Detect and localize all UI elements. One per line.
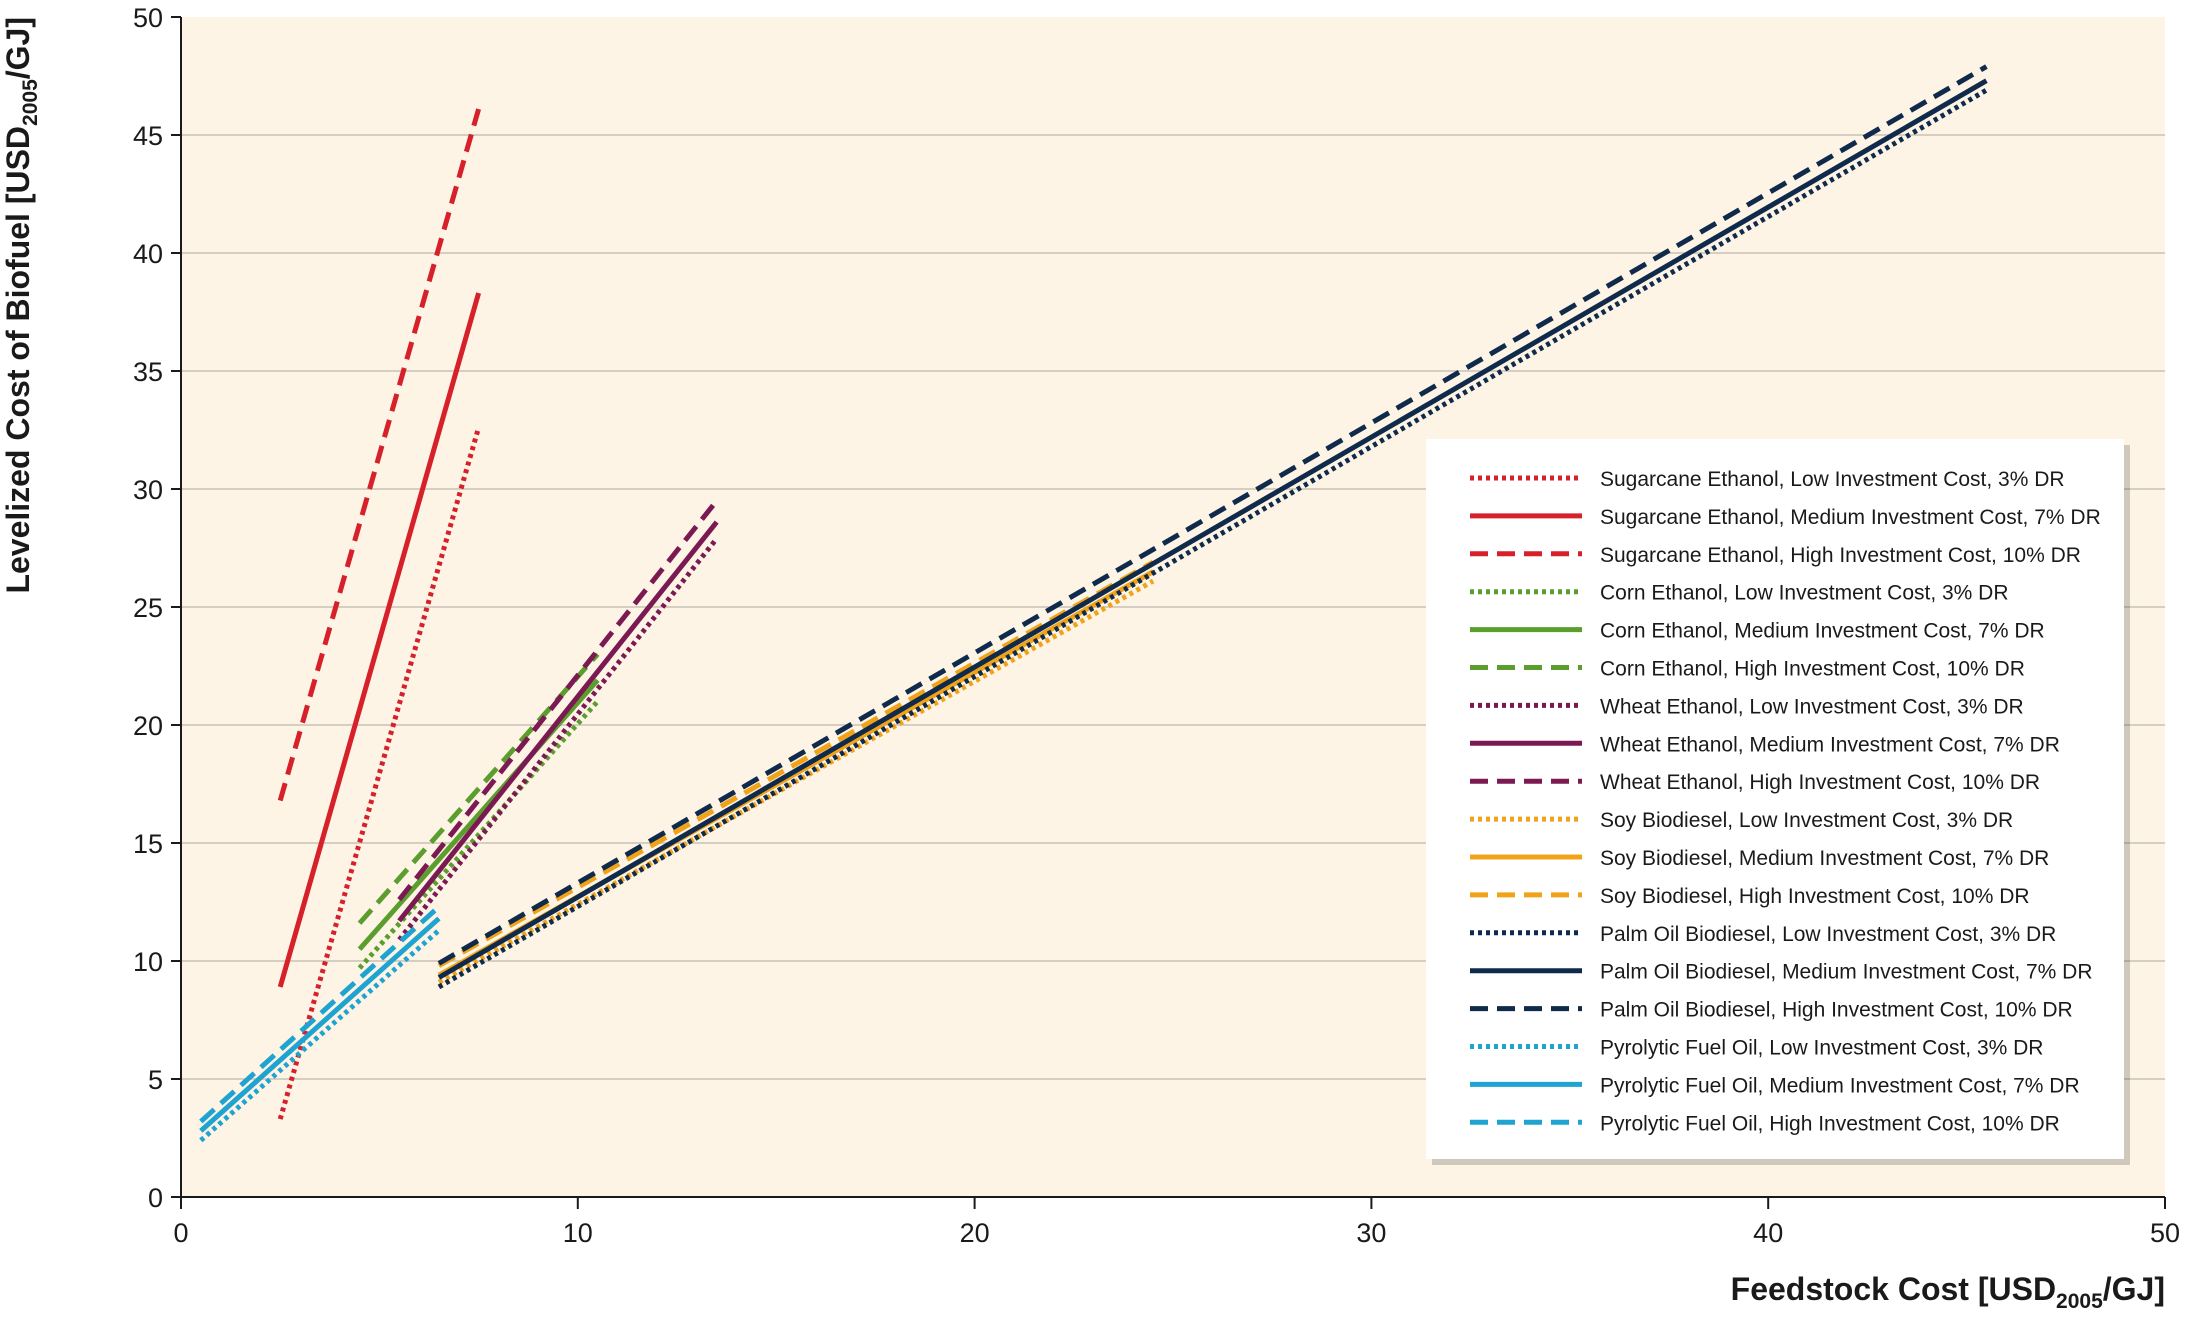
y-tick-label: 40 [133, 239, 163, 269]
legend-label: Soy Biodiesel, High Investment Cost, 10%… [1600, 885, 2030, 908]
x-axis-title-tail: /GJ] [2103, 1271, 2165, 1307]
series-line [199, 916, 441, 1133]
series-line [357, 699, 600, 970]
series-line [437, 559, 1155, 968]
legend-label: Palm Oil Biodiesel, Medium Investment Co… [1600, 961, 2093, 984]
legend-label: Palm Oil Biodiesel, High Investment Cost… [1600, 999, 2073, 1022]
legend-label: Sugarcane Ethanol, Low Investment Cost, … [1600, 468, 2065, 491]
y-axis-title: Levelized Cost of Biofuel [USD2005/GJ] [0, 17, 42, 594]
y-tick-label: 5 [148, 1065, 163, 1095]
series-line [199, 928, 441, 1143]
y-tick-label: 45 [133, 121, 163, 151]
grid-lines [181, 134, 2165, 1080]
legend-label: Palm Oil Biodiesel, Low Investment Cost,… [1600, 923, 2056, 946]
y-axis-title-main: Levelized Cost of Biofuel [USD [0, 126, 36, 594]
x-tick-label: 10 [563, 1218, 593, 1248]
x-axis-title: Feedstock Cost [USD2005/GJ] [1731, 1271, 2165, 1313]
y-tick-label: 50 [133, 3, 163, 33]
legend: Sugarcane Ethanol, Low Investment Cost, … [1426, 439, 2130, 1165]
series-line [277, 108, 482, 802]
series-line [397, 499, 719, 902]
legend-label: Corn Ethanol, Medium Investment Cost, 7%… [1600, 620, 2045, 643]
legend-label: Wheat Ethanol, High Investment Cost, 10%… [1600, 771, 2040, 794]
y-tick-label: 20 [133, 711, 163, 741]
y-tick-label: 0 [148, 1183, 163, 1213]
legend-label: Pyrolytic Fuel Oil, Low Investment Cost,… [1600, 1037, 2043, 1060]
legend-label: Pyrolytic Fuel Oil, High Investment Cost… [1600, 1112, 2060, 1135]
legend-label: Corn Ethanol, Low Investment Cost, 3% DR [1600, 582, 2009, 605]
legend-label: Corn Ethanol, High Investment Cost, 10% … [1600, 658, 2025, 681]
legend-label: Pyrolytic Fuel Oil, Medium Investment Co… [1600, 1074, 2080, 1097]
y-tick-label: 10 [133, 947, 163, 977]
legend-label: Soy Biodiesel, Low Investment Cost, 3% D… [1600, 809, 2013, 832]
series-line [437, 78, 1988, 980]
x-axis-title-subscript: 2005 [2056, 1290, 2103, 1313]
series-line [437, 87, 1988, 990]
x-tick-label: 40 [1753, 1218, 1783, 1248]
legend-label: Sugarcane Ethanol, Medium Investment Cos… [1600, 506, 2101, 529]
x-tick-label: 20 [960, 1218, 990, 1248]
y-tick-label: 30 [133, 475, 163, 505]
y-tick-label: 25 [133, 593, 163, 623]
legend-label: Soy Biodiesel, Medium Investment Cost, 7… [1600, 847, 2049, 870]
series-line [397, 537, 719, 942]
y-axis-title-subscript: 2005 [19, 79, 42, 126]
x-tick-label: 30 [1356, 1218, 1386, 1248]
y-axis-title-tail: /GJ] [0, 17, 36, 79]
series-line [397, 520, 719, 923]
legend-label: Sugarcane Ethanol, High Investment Cost,… [1600, 544, 2081, 567]
legend-label: Wheat Ethanol, Low Investment Cost, 3% D… [1600, 695, 2024, 718]
x-tick-label: 0 [173, 1218, 188, 1248]
tick-marks [171, 16, 2166, 1209]
legend-items: Sugarcane Ethanol, Low Investment Cost, … [1470, 468, 2101, 1135]
legend-label: Wheat Ethanol, Medium Investment Cost, 7… [1600, 733, 2060, 756]
series-lines [199, 64, 1988, 1143]
y-tick-label: 15 [133, 829, 163, 859]
x-tick-label: 50 [2150, 1218, 2180, 1248]
x-axis-title-main: Feedstock Cost [USD [1731, 1271, 2056, 1307]
series-line [437, 64, 1988, 966]
legend-box [1426, 439, 2124, 1159]
tick-labels: 0 5 10 15 20 25 30 35 40 45 50 0 10 20 30 40 50 [133, 3, 2180, 1248]
series-line [277, 292, 482, 988]
y-tick-label: 35 [133, 357, 163, 387]
